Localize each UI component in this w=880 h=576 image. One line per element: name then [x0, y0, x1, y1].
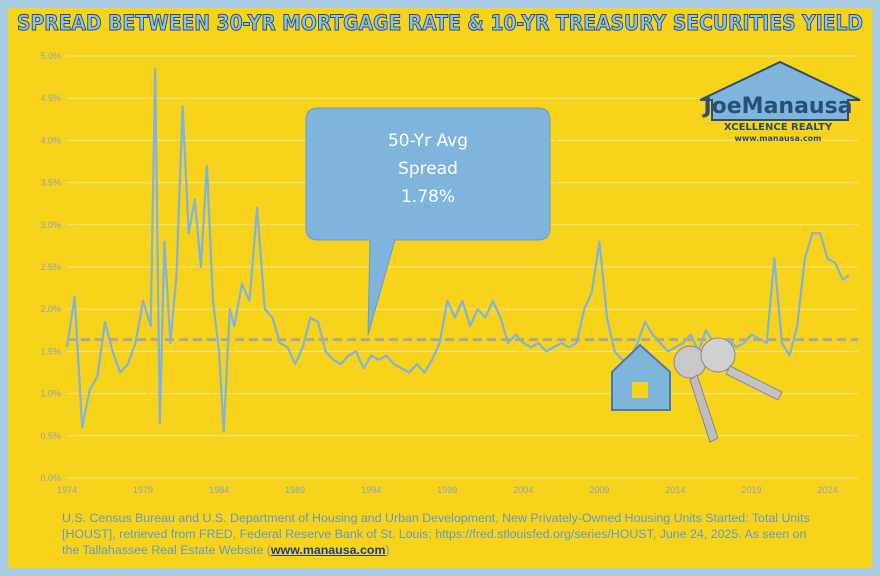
y-tick-label: 0.0%: [40, 473, 61, 483]
y-tick-label: 2.5%: [40, 262, 61, 272]
x-tick-label: 2004: [513, 485, 533, 495]
y-tick-label: 2.0%: [40, 304, 61, 314]
source-line: ): [385, 543, 390, 557]
logo-tagline: XCELLENCE REALTY: [724, 122, 833, 133]
x-tick-label: 2024: [818, 485, 838, 495]
x-tick-label: 1999: [437, 485, 457, 495]
grid: 0.0% 0.5% 1.0% 1.5% 2.0% 2.5% 3.0% 3.5% 4.0% 4.5%…: [40, 51, 858, 495]
source-line: the Tallahassee Real Estate Website (: [62, 543, 271, 557]
y-tick-label: 4.5%: [40, 93, 61, 103]
callout-text: Spread: [398, 159, 458, 179]
y-tick-label: 4.0%: [40, 135, 61, 145]
logo: JoeManausa XCELLENCE REALTY www.manausa.…: [699, 60, 861, 143]
chart-title: SPREAD BETWEEN 30-YR MORTGAGE RATE & 10-…: [17, 11, 863, 35]
source-line: U.S. Census Bureau and U.S. Department o…: [62, 511, 810, 525]
callout-text: 1.78%: [401, 187, 455, 207]
y-tick-label: 1.5%: [40, 346, 61, 356]
logo-url: www.manausa.com: [735, 134, 822, 143]
callout-text: 50-Yr Avg: [388, 131, 468, 151]
y-tick-label: 0.5%: [40, 431, 61, 441]
x-tick-label: 2009: [589, 485, 609, 495]
source-link[interactable]: www.manausa.com: [270, 543, 386, 557]
logo-name: JoeManausa: [701, 94, 852, 119]
x-tick-label: 2014: [665, 485, 685, 495]
x-tick-label: 1979: [133, 485, 153, 495]
y-tick-label: 1.0%: [40, 389, 61, 399]
x-tick-label: 1974: [57, 485, 77, 495]
y-tick-label: 3.5%: [40, 178, 61, 188]
x-tick-label: 1984: [209, 485, 229, 495]
y-tick-label: 5.0%: [40, 51, 61, 61]
x-tick-label: 2019: [742, 485, 762, 495]
source-note: U.S. Census Bureau and U.S. Department o…: [62, 510, 862, 558]
source-line: [HOUST], retrieved from FRED, Federal Re…: [62, 527, 807, 541]
x-tick-label: 1994: [361, 485, 381, 495]
x-tick-label: 1989: [285, 485, 305, 495]
callout: [305, 107, 551, 336]
y-tick-label: 3.0%: [40, 220, 61, 230]
keys-illustration: [611, 337, 783, 443]
